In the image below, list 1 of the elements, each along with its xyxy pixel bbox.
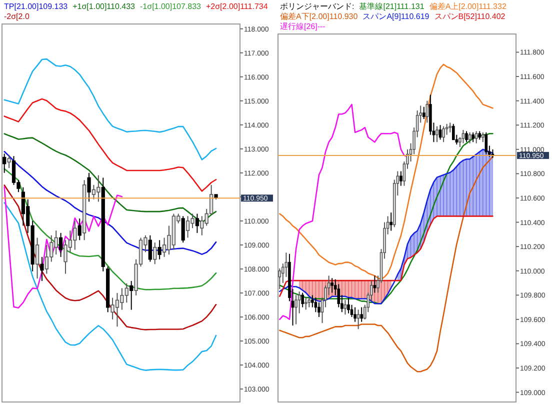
- title: ボリンジャーバンド:: [280, 2, 354, 11]
